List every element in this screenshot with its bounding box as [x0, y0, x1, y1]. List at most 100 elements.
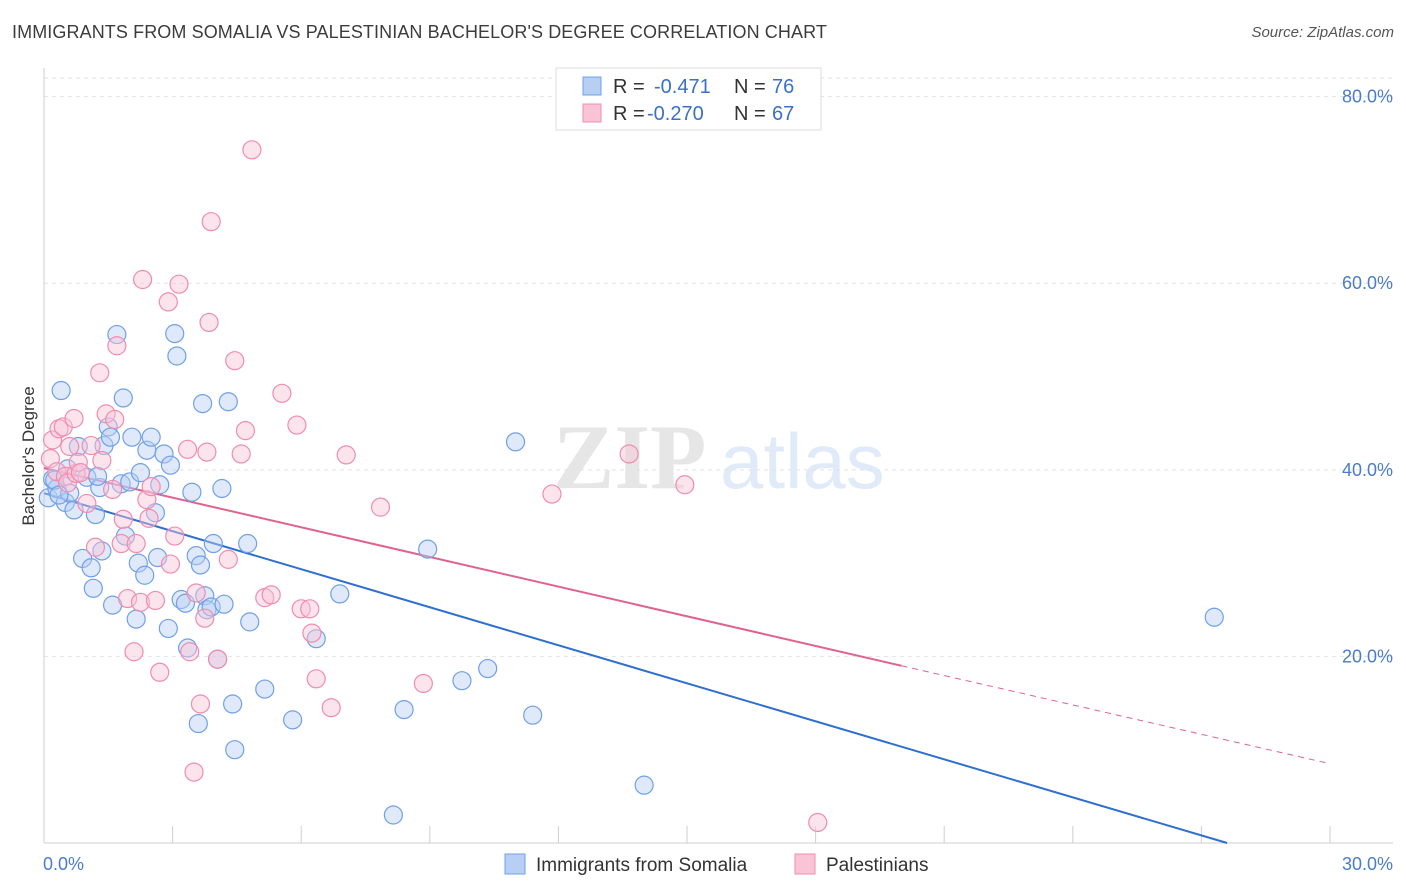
somalia-point-45 [193, 393, 213, 414]
somalia-point-34 [158, 618, 178, 639]
watermark-atlas: atlas [720, 417, 885, 505]
somalia-point-62 [383, 805, 403, 825]
y-axis-title: Bachelor's Degree [19, 386, 38, 525]
somalia-point-11 [83, 578, 103, 598]
somalia-point-57 [240, 612, 260, 632]
somalia-point-37 [167, 346, 187, 366]
chart-title: IMMIGRANTS FROM SOMALIA VS PALESTINIAN B… [12, 22, 827, 42]
somalia-point-68 [523, 705, 543, 725]
somalia-point-51 [212, 478, 232, 499]
somalia-point-55 [225, 740, 245, 760]
palestinian-point-8 [64, 408, 84, 429]
grid [44, 77, 1393, 657]
palestinian-series-swatch [794, 853, 816, 875]
palestinian-point-24 [124, 642, 144, 662]
palestinian-point-11 [70, 463, 91, 483]
stats-legend: R = -0.471 N = 76 R = -0.270 N = 67 [555, 67, 822, 131]
palestinian-series-label: Palestinians [826, 855, 928, 876]
watermark-zip: ZIP [553, 406, 706, 508]
palestinian-n-label: N = [734, 103, 766, 125]
palestinian-point-67 [184, 762, 204, 782]
palestinian-point-23 [117, 588, 138, 609]
palestinian-point-32 [150, 662, 170, 682]
palestinian-point-63 [542, 484, 562, 504]
somalia-point-53 [218, 392, 238, 412]
palestinian-point-60 [336, 445, 356, 465]
palestinian-point-66 [808, 812, 828, 833]
somalia-r-label: R = [613, 76, 645, 98]
palestinian-point-42 [197, 442, 217, 462]
palestinian-point-46 [218, 549, 238, 569]
palestinian-point-22 [113, 509, 133, 529]
palestinian-point-14 [85, 537, 106, 557]
palestinian-point-41 [195, 608, 215, 628]
palestinian-point-62 [413, 673, 433, 694]
somalia-point-3 [51, 380, 71, 401]
palestinian-point-58 [306, 669, 326, 689]
somalia-point-56 [238, 533, 258, 554]
somalia-point-63 [394, 699, 414, 720]
palestinian-point-29 [139, 508, 159, 528]
palestinian-point-34 [160, 554, 181, 574]
somalia-point-33 [154, 444, 174, 464]
palestinian-point-16 [92, 450, 112, 471]
palestinian-point-47 [225, 351, 245, 371]
palestinian-point-61 [370, 497, 391, 517]
palestinian-r-label: R = [613, 103, 645, 125]
palestinian-point-65 [675, 475, 695, 495]
trend-line-1 [43, 466, 902, 667]
series-legend: Immigrants from Somalia Palestinians [504, 853, 928, 876]
somalia-n-value: 76 [772, 76, 794, 98]
chart-source: Source: ZipAtlas.com [1251, 24, 1394, 41]
somalia-point-59 [283, 710, 303, 730]
palestinian-point-35 [165, 526, 185, 546]
palestinian-point-26 [130, 592, 151, 612]
palestinian-point-52 [261, 585, 281, 605]
data-points [38, 140, 1224, 833]
axes [43, 68, 1393, 844]
somalia-point-19 [107, 324, 127, 345]
somalia-n-label: N = [734, 76, 766, 98]
trend-lines [43, 466, 1331, 844]
somalia-point-67 [505, 432, 526, 452]
palestinian-point-38 [180, 642, 200, 662]
somalia-point-42 [186, 546, 206, 566]
x-tick-label-max: 30.0% [1342, 854, 1393, 874]
palestinian-point-1 [42, 430, 63, 450]
trend-line-extension-1 [901, 665, 1331, 765]
palestinian-point-43 [199, 312, 219, 333]
y-tick-label-80: 80.0% [1342, 87, 1393, 107]
somalia-point-61 [330, 584, 350, 604]
palestinian-point-49 [235, 421, 256, 441]
somalia-point-52 [214, 594, 234, 614]
somalia-point-43 [188, 713, 208, 734]
palestinian-point-50 [242, 140, 262, 160]
palestinian-point-57 [302, 623, 322, 643]
palestinian-point-59 [321, 698, 341, 718]
palestinian-point-19 [105, 409, 125, 430]
y-tick-label-40: 40.0% [1342, 460, 1393, 480]
y-tick-label-60: 60.0% [1342, 273, 1393, 293]
palestinian-point-48 [231, 444, 251, 464]
somalia-point-35 [160, 455, 181, 475]
palestinian-point-45 [208, 649, 228, 669]
somalia-point-17 [100, 427, 121, 447]
trend-line-0 [43, 492, 1228, 844]
somalia-point-41 [182, 482, 202, 502]
palestinian-point-27 [132, 269, 153, 290]
x-tick-label-min: 0.0% [43, 854, 84, 874]
palestinian-n-value: 67 [772, 103, 794, 125]
palestinian-legend-swatch [582, 103, 602, 123]
somalia-point-73 [87, 466, 108, 486]
somalia-point-44 [190, 555, 211, 575]
palestinian-point-7 [60, 436, 80, 457]
somalia-point-10 [81, 558, 101, 578]
somalia-point-26 [128, 553, 148, 573]
somalia-point-65 [452, 671, 472, 691]
somalia-series-label: Immigrants from Somalia [536, 855, 748, 876]
palestinian-point-15 [90, 363, 110, 383]
y-tick-label-20: 20.0% [1342, 646, 1393, 666]
somalia-legend-swatch [582, 76, 602, 96]
palestinian-point-12 [77, 493, 97, 514]
